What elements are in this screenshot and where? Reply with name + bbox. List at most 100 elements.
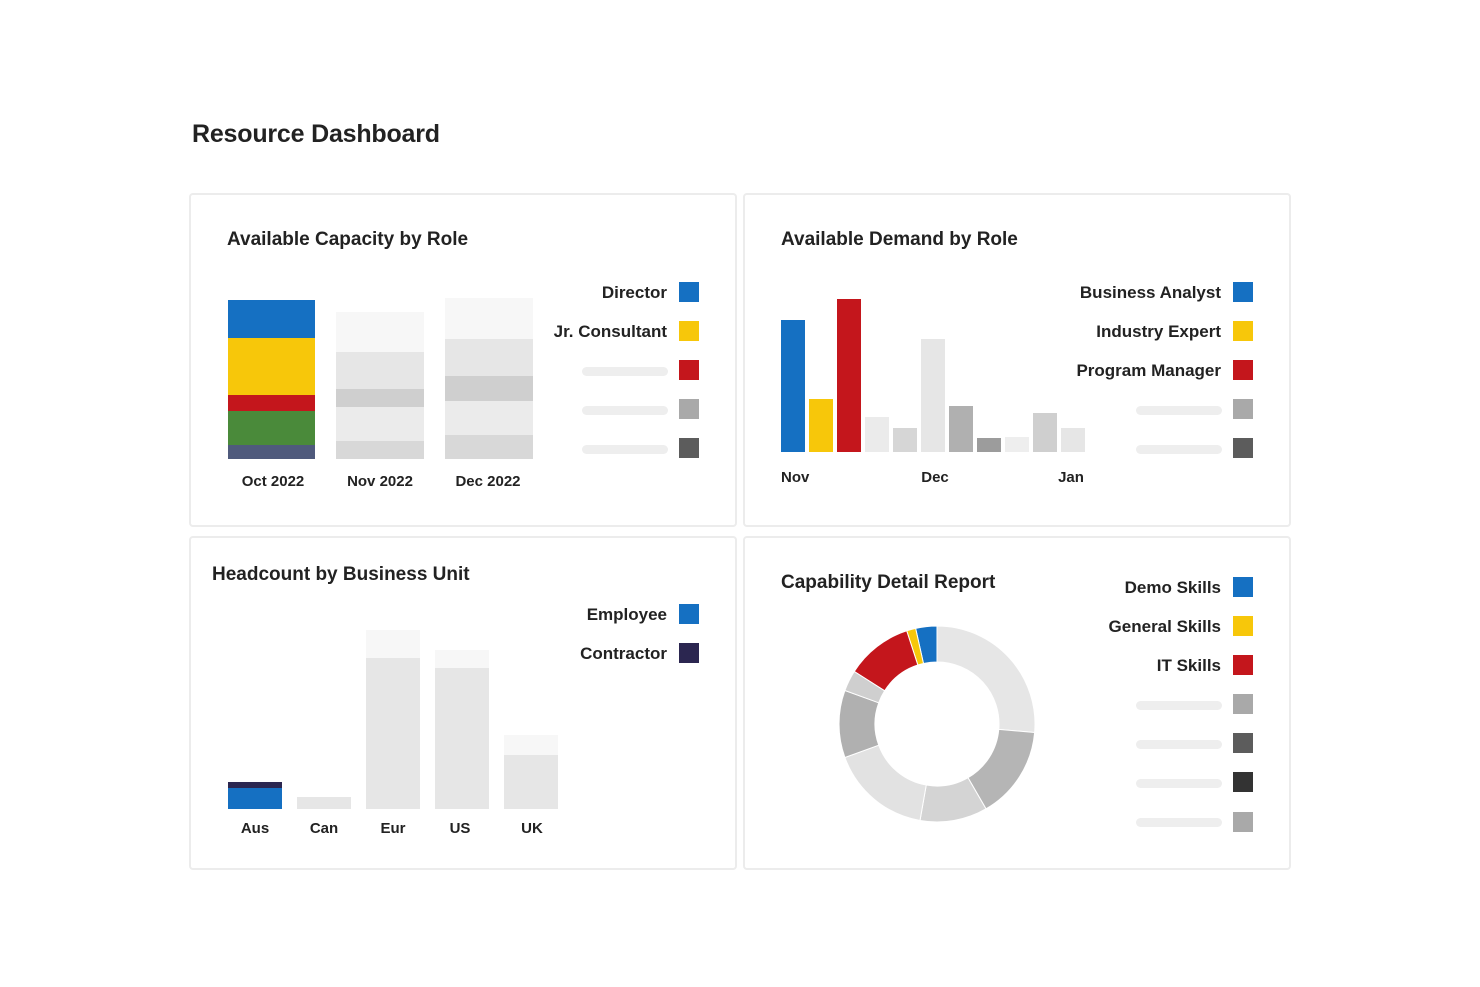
capacity-bar-nov-seg1: [336, 352, 424, 389]
capability-legend-swatch-it-skills: [1233, 655, 1253, 675]
capability-legend-placeholder: [1136, 701, 1222, 710]
capacity-bar-nov-seg4: [336, 441, 424, 459]
demand-chart: [781, 299, 1085, 452]
capability-title: Capability Detail Report: [781, 572, 996, 593]
demand-legend-industry-expert: Industry Expert: [1096, 322, 1221, 341]
capacity-legend-swatch-director: [679, 282, 699, 302]
capability-legend-swatch-demo-skills: [1233, 577, 1253, 597]
headcount-legend-swatch-employee: [679, 604, 699, 624]
capacity-chart: [228, 298, 533, 459]
headcount-bar-eur-top: [366, 630, 420, 658]
demand-legend-program-manager: Program Manager: [1076, 361, 1221, 380]
demand-xlabel-0: Nov: [781, 469, 810, 486]
capability-card: Capability Detail Report Demo Skills Gen…: [743, 536, 1291, 870]
capability-legend-swatch-6: [1233, 772, 1253, 792]
demand-bar-ghost: [977, 438, 1001, 452]
demand-legend-swatch-industry-expert: [1233, 321, 1253, 341]
capacity-bar-oct-jr-consultant: [228, 338, 315, 395]
capacity-bar-nov-seg2: [336, 389, 424, 407]
demand-card: Available Demand by Role Nov Dec Jan Bus…: [743, 193, 1291, 527]
capacity-legend-placeholder: [582, 445, 668, 454]
capability-legend-swatch-7: [1233, 812, 1253, 832]
donut-ghost-segment: [936, 625, 1036, 734]
capacity-bar-oct-director: [228, 300, 315, 338]
headcount-card: Headcount by Business Unit Aus Can Eur U…: [189, 536, 737, 870]
headcount-bar-can: [297, 797, 351, 809]
capability-legend-demo-skills: Demo Skills: [1124, 578, 1221, 597]
capacity-legend-placeholder: [582, 406, 668, 415]
capacity-legend-swatch-5: [679, 438, 699, 458]
demand-xlabel-2: Jan: [1058, 469, 1084, 486]
demand-bar-ghost: [949, 406, 973, 452]
donut-ghost-segment: [844, 744, 927, 822]
demand-legend-placeholder: [1136, 406, 1222, 415]
capacity-bar-oct-seg4: [228, 411, 315, 445]
capability-legend-swatch-4: [1233, 694, 1253, 714]
demand-bar-ghost: [1061, 428, 1085, 452]
headcount-xlabel-0: Aus: [240, 820, 270, 837]
demand-legend-swatch-4: [1233, 399, 1253, 419]
capacity-bar-oct-seg5: [228, 445, 315, 459]
capacity-bar-dec-seg2: [445, 376, 533, 401]
donut-slice-it-skills: [853, 630, 919, 692]
capability-legend-swatch-general-skills: [1233, 616, 1253, 636]
capacity-legend-swatch-4: [679, 399, 699, 419]
capacity-bar-nov-ghost-top: [336, 312, 424, 352]
capacity-xlabel-0: Oct 2022: [241, 473, 305, 490]
capability-legend-placeholder: [1136, 779, 1222, 788]
capacity-legend-placeholder: [582, 367, 668, 376]
capacity-bar-dec-seg4: [445, 435, 533, 459]
capability-legend-placeholder: [1136, 740, 1222, 749]
capacity-legend-swatch-3: [679, 360, 699, 380]
demand-bar-ghost: [1033, 413, 1057, 452]
headcount-xlabel-3: US: [449, 820, 471, 837]
headcount-chart: [228, 630, 558, 809]
headcount-bar-aus-employee: [228, 788, 282, 809]
demand-bar-nov-program-manager: [837, 299, 861, 452]
demand-legend-swatch-business-analyst: [1233, 282, 1253, 302]
donut-ghost-segment: [844, 670, 886, 704]
headcount-bar-uk: [504, 755, 558, 809]
capacity-xlabel-2: Dec 2022: [455, 473, 521, 490]
demand-legend-business-analyst: Business Analyst: [1079, 283, 1221, 302]
headcount-bar-us: [435, 668, 489, 809]
headcount-xlabel-1: Can: [309, 820, 339, 837]
capability-legend-swatch-5: [1233, 733, 1253, 753]
capacity-legend-jr-consultant: Jr. Consultant: [553, 322, 667, 341]
headcount-bar-aus-contractor: [228, 782, 282, 788]
capability-donut-chart: [838, 625, 1036, 823]
capability-legend-placeholder: [1136, 818, 1222, 827]
demand-bar-nov-industry-expert: [809, 399, 833, 452]
capacity-bar-dec-seg1: [445, 339, 533, 376]
headcount-legend-swatch-contractor: [679, 643, 699, 663]
capacity-bar-dec-ghost-top: [445, 298, 533, 339]
capacity-bar-oct-seg3: [228, 395, 315, 411]
demand-legend-placeholder: [1136, 445, 1222, 454]
demand-legend-swatch-5: [1233, 438, 1253, 458]
capacity-card: Available Capacity by Role Oct 2022 Nov …: [189, 193, 737, 527]
capability-legend-general-skills: General Skills: [1108, 617, 1221, 636]
headcount-xlabel-4: UK: [521, 820, 543, 837]
demand-bar-ghost: [921, 339, 945, 452]
capacity-legend-swatch-jr-consultant: [679, 321, 699, 341]
headcount-legend-employee: Employee: [586, 605, 667, 624]
demand-bar-ghost: [865, 417, 889, 452]
capacity-bar-nov-seg3: [336, 407, 424, 441]
demand-bar-ghost: [893, 428, 917, 452]
demand-xlabel-1: Dec: [921, 469, 949, 486]
headcount-bar-eur: [366, 658, 420, 809]
page-title: Resource Dashboard: [192, 120, 440, 148]
demand-title: Available Demand by Role: [781, 229, 1018, 250]
capacity-bar-dec-seg3: [445, 401, 533, 435]
headcount-bar-us-top: [435, 650, 489, 668]
capacity-xlabel-1: Nov 2022: [347, 473, 413, 490]
headcount-title: Headcount by Business Unit: [212, 564, 470, 585]
capability-legend-it-skills: IT Skills: [1156, 656, 1221, 675]
demand-legend-swatch-program-manager: [1233, 360, 1253, 380]
headcount-legend-contractor: Contractor: [580, 644, 667, 663]
demand-bar-ghost: [1005, 437, 1029, 452]
capacity-title: Available Capacity by Role: [227, 229, 469, 250]
demand-bar-nov-business-analyst: [781, 320, 805, 452]
headcount-xlabel-2: Eur: [380, 820, 406, 837]
capacity-legend-director: Director: [601, 283, 667, 302]
